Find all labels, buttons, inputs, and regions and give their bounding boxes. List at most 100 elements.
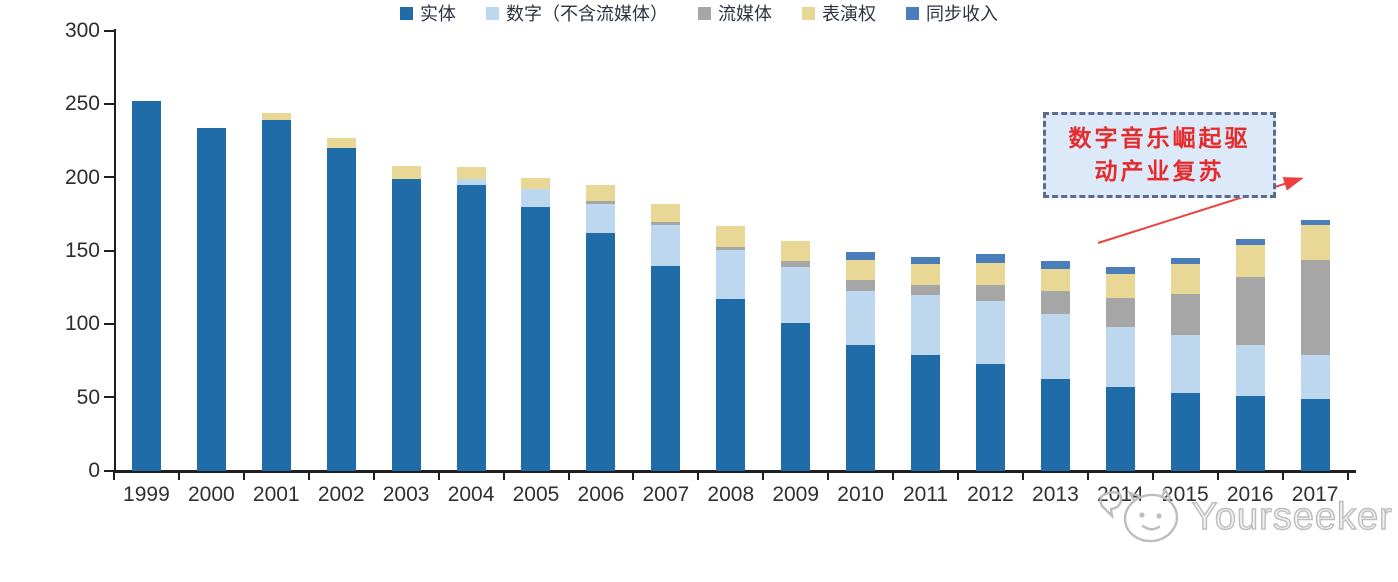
y-axis-tick — [104, 396, 114, 399]
bar-segment-2016 — [1235, 245, 1265, 278]
y-axis-tick — [104, 469, 114, 472]
bar-segment-2017 — [1300, 220, 1330, 225]
x-axis-tick — [827, 472, 830, 480]
x-axis-label: 2004 — [447, 483, 495, 506]
bar-segment-2014 — [1105, 327, 1135, 388]
x-axis-tick — [1022, 472, 1025, 480]
x-axis-tick — [762, 472, 765, 480]
bar-segment-2012 — [975, 253, 1005, 263]
x-axis-line — [113, 470, 1356, 473]
x-axis-label: 2009 — [772, 483, 820, 506]
bar-segment-2012 — [975, 284, 1005, 301]
legend-color-chip — [698, 6, 711, 20]
x-axis-label: 2012 — [967, 483, 1014, 506]
annotation-callout-box: 数字音乐崛起驱 动产业复苏 — [1043, 112, 1276, 198]
bar-segment-2007 — [651, 224, 681, 266]
x-axis-label: 2005 — [512, 483, 560, 506]
y-axis-tick-label: 250 — [64, 92, 100, 116]
x-axis-tick — [437, 472, 440, 480]
bar-segment-2013 — [1040, 268, 1070, 291]
bar-segment-2013 — [1040, 378, 1070, 471]
bar-segment-2004 — [456, 185, 486, 471]
x-axis-label: 2010 — [837, 483, 884, 506]
x-axis-label: 2000 — [187, 483, 235, 506]
legend-item: 表演权 — [802, 0, 876, 26]
y-axis-tick — [104, 102, 114, 105]
x-axis-label: 2017 — [1291, 483, 1339, 506]
bar-segment-2006 — [586, 204, 616, 234]
bar-segment-2008 — [716, 226, 746, 247]
bar-segment-2006 — [586, 185, 616, 202]
bar-segment-2003 — [391, 165, 421, 180]
bar-segment-2007 — [651, 204, 681, 222]
bar-segment-2004 — [456, 167, 486, 180]
bar-segment-2017 — [1300, 399, 1330, 471]
bar-segment-2011 — [911, 284, 941, 295]
legend-color-chip — [400, 6, 413, 20]
y-axis-line — [114, 29, 116, 472]
legend-item: 同步收入 — [906, 0, 998, 26]
bar-segment-2010 — [846, 259, 876, 281]
bar-segment-2006 — [586, 201, 616, 205]
bar-segment-2012 — [975, 363, 1005, 471]
x-axis-label: 2007 — [642, 483, 690, 506]
bar-segment-2001 — [261, 120, 291, 471]
bar-segment-2015 — [1170, 293, 1200, 335]
x-axis-label: 2011 — [902, 483, 949, 506]
x-axis-tick — [242, 472, 245, 480]
bar-segment-2016 — [1235, 396, 1265, 471]
bar-segment-2009 — [781, 267, 811, 323]
annotation-text-line2: 动产业复苏 — [1094, 158, 1225, 184]
y-axis-tick-label: 0 — [88, 459, 100, 482]
x-axis-label: 2002 — [317, 483, 365, 506]
x-axis-tick — [567, 472, 570, 480]
bar-segment-1999 — [131, 101, 161, 471]
x-axis-tick — [1216, 472, 1219, 480]
x-axis-tick — [307, 472, 310, 480]
bar-segment-2007 — [651, 265, 681, 471]
x-axis-label: 2001 — [252, 483, 300, 506]
bar-segment-2011 — [911, 264, 941, 285]
x-axis-label: 2003 — [382, 483, 430, 506]
bar-segment-2014 — [1105, 267, 1135, 275]
y-axis-tick — [104, 29, 114, 32]
legend-color-chip — [486, 6, 499, 20]
bar-segment-2005 — [521, 207, 551, 471]
y-axis-tick-label: 150 — [64, 239, 100, 262]
bar-segment-2014 — [1105, 387, 1135, 471]
x-axis-label: 2014 — [1096, 483, 1144, 506]
bar-segment-2006 — [586, 233, 616, 471]
bar-segment-2017 — [1300, 224, 1330, 260]
legend-label: 同步收入 — [926, 4, 998, 24]
chart-legend: 实体 数字（不含流媒体） 流媒体 表演权 同步收入 — [0, 0, 1398, 26]
y-axis-tick-label: 100 — [64, 312, 100, 336]
legend-label: 流媒体 — [718, 4, 772, 24]
bar-segment-2004 — [456, 179, 486, 185]
x-axis-tick — [372, 472, 375, 480]
legend-label: 数字（不含流媒体） — [506, 4, 668, 24]
bar-segment-2017 — [1300, 259, 1330, 356]
x-axis-tick — [697, 472, 700, 480]
bar-segment-2016 — [1235, 239, 1265, 246]
bar-segment-2010 — [846, 344, 876, 471]
legend-item: 数字（不含流媒体） — [486, 0, 668, 26]
x-axis-label: 2006 — [577, 483, 625, 506]
y-axis-tick-label: 300 — [64, 19, 100, 42]
bar-segment-2013 — [1040, 314, 1070, 379]
legend-label: 表演权 — [822, 4, 876, 24]
bar-segment-2012 — [975, 262, 1005, 285]
bar-segment-2005 — [521, 189, 551, 207]
x-axis-tick — [957, 472, 960, 480]
x-axis-label: 1999 — [123, 483, 170, 506]
bar-segment-2014 — [1105, 274, 1135, 298]
bar-segment-2011 — [911, 295, 941, 356]
bar-segment-2010 — [846, 252, 876, 260]
bar-segment-2010 — [846, 280, 876, 291]
bar-segment-2015 — [1170, 258, 1200, 265]
x-axis-tick — [892, 472, 895, 480]
bar-segment-2013 — [1040, 261, 1070, 269]
bar-segment-2002 — [326, 138, 356, 149]
bar-segment-2011 — [911, 355, 941, 471]
x-axis-tick — [1151, 472, 1154, 480]
